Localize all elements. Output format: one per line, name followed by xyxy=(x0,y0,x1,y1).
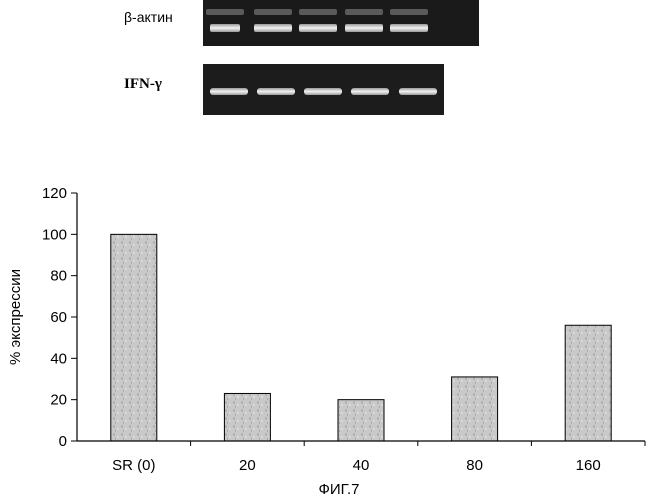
gel-beta-actin-upper-band xyxy=(299,9,337,15)
x-axis-ticks: SR (0) 20 40 80 160 xyxy=(112,441,645,474)
gel-beta-actin-lower-band xyxy=(254,24,292,32)
gel-beta-actin: β-актин xyxy=(124,0,479,46)
y-tick-label: 100 xyxy=(42,226,67,243)
x-tick-label: SR (0) xyxy=(112,457,155,474)
gel-beta-actin-upper-band xyxy=(206,9,244,15)
bar-80 xyxy=(452,377,498,441)
y-tick-label: 0 xyxy=(59,433,67,450)
bar-sr-0 xyxy=(111,234,157,441)
gel-ifn-gamma-band xyxy=(351,88,389,95)
x-tick-label: 80 xyxy=(466,457,483,474)
gel-ifn-gamma: IFN-γ xyxy=(124,64,444,115)
y-tick-label: 80 xyxy=(50,268,67,285)
gel-beta-actin-lower-band xyxy=(345,24,383,32)
bar-160 xyxy=(565,325,611,441)
gel-beta-actin-upper-band xyxy=(254,9,292,15)
gel-ifn-gamma-band xyxy=(399,88,437,95)
y-tick-label: 60 xyxy=(50,309,67,326)
gel-beta-actin-lower-band xyxy=(210,24,240,32)
gel-ifn-gamma-bands xyxy=(210,88,437,95)
y-axis-ticks: 0 20 40 60 80 100 120 xyxy=(42,185,77,450)
gel-ifn-gamma-band xyxy=(210,88,248,95)
x-tick-label: 40 xyxy=(353,457,370,474)
gel-ifn-gamma-label: IFN-γ xyxy=(124,76,162,92)
gel-ifn-gamma-band xyxy=(304,88,342,95)
y-tick-label: 20 xyxy=(50,392,67,409)
gel-beta-actin-lower-band xyxy=(390,24,428,32)
gel-beta-actin-background xyxy=(203,0,479,46)
gel-beta-actin-label: β-актин xyxy=(124,9,173,25)
bar-40 xyxy=(338,400,384,441)
y-tick-label: 120 xyxy=(42,185,67,202)
gel-ifn-gamma-band xyxy=(257,88,295,95)
figure-caption: ФИГ.7 xyxy=(319,481,360,498)
bar-chart: % экспрессии 0 20 40 60 80 100 120 SR (0) 20 40 8… xyxy=(7,185,645,474)
bar-20 xyxy=(224,393,270,441)
x-tick-label: 20 xyxy=(239,457,256,474)
bars xyxy=(111,234,611,441)
gel-beta-actin-lower-band xyxy=(299,24,337,32)
gel-beta-actin-upper-band xyxy=(390,9,428,15)
x-tick-label: 160 xyxy=(576,457,601,474)
y-axis-label: % экспрессии xyxy=(7,269,24,365)
y-tick-label: 40 xyxy=(50,350,67,367)
gel-beta-actin-upper-band xyxy=(345,9,383,15)
